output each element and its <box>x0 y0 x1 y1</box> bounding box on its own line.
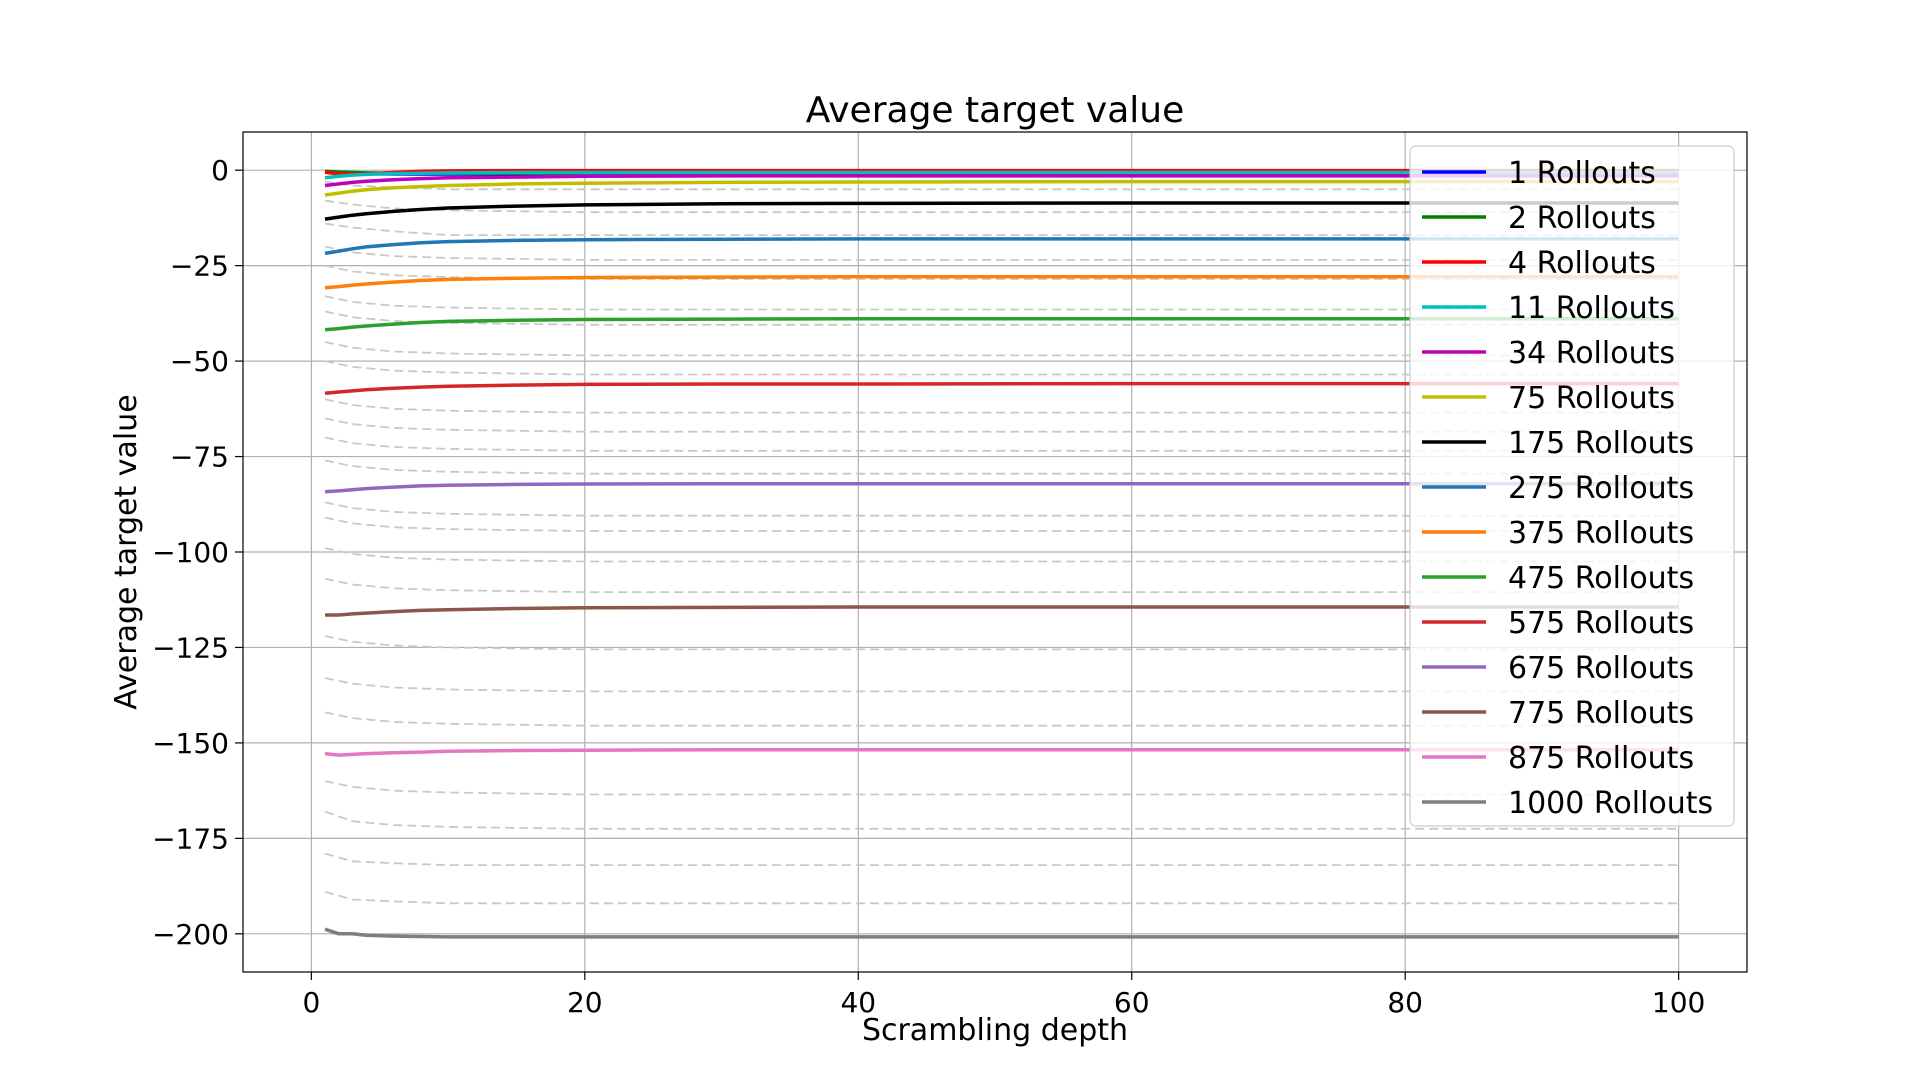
legend-label: 675 Rollouts <box>1508 651 1694 686</box>
series-line <box>324 174 1679 188</box>
background-dashed-line <box>324 264 1679 280</box>
series-lines <box>324 168 1679 939</box>
background-dashed-line <box>324 341 1679 357</box>
y-tick-label: −100 <box>152 536 229 569</box>
background-dashed-line <box>324 295 1679 311</box>
legend-label: 475 Rollouts <box>1508 561 1694 596</box>
x-axis-ticks: 0 20 40 60 80 100 <box>302 972 1705 1019</box>
y-tick-label: −125 <box>152 631 229 664</box>
legend-label: 1000 Rollouts <box>1508 786 1713 821</box>
y-tick-label: −175 <box>152 822 229 855</box>
series-line <box>325 605 1679 617</box>
chart-title: Average target value <box>806 90 1185 131</box>
legend-label: 2 Rollouts <box>1508 201 1656 236</box>
legend-label: 11 Rollouts <box>1508 291 1675 326</box>
y-axis-label: Average target value <box>109 394 144 709</box>
x-tick-label: 80 <box>1387 986 1423 1019</box>
background-dashed-line <box>324 310 1679 326</box>
y-tick-label: −75 <box>170 441 229 474</box>
legend-label: 575 Rollouts <box>1508 606 1694 641</box>
series-line <box>324 274 1679 290</box>
series-line <box>324 748 1679 757</box>
background-dashed-line <box>324 417 1679 433</box>
series-line <box>324 927 1679 939</box>
y-tick-label: 0 <box>211 154 229 187</box>
y-tick-label: −200 <box>152 918 229 951</box>
series-line <box>324 381 1679 395</box>
background-dashed-line <box>324 516 1679 532</box>
legend-label: 1 Rollouts <box>1508 156 1656 191</box>
series-line <box>324 481 1679 494</box>
series-line <box>324 179 1679 197</box>
x-tick-label: 0 <box>302 986 320 1019</box>
legend-label: 75 Rollouts <box>1508 381 1675 416</box>
background-dashed-line <box>324 459 1679 475</box>
legend-label: 175 Rollouts <box>1508 426 1694 461</box>
y-tick-label: −25 <box>170 250 229 283</box>
legend-label: 375 Rollouts <box>1508 516 1694 551</box>
background-dashed-line <box>324 199 1679 214</box>
x-tick-label: 20 <box>567 986 603 1019</box>
y-tick-label: −50 <box>170 345 229 378</box>
background-dashed-line <box>324 711 1679 727</box>
series-line <box>324 201 1679 221</box>
legend-box <box>1409 145 1735 827</box>
y-tick-label: −150 <box>152 727 229 760</box>
background-dashed-lines <box>324 180 1679 905</box>
series-line <box>324 170 1679 180</box>
y-axis-ticks: 0 −25 −50 −75 −100 −125 −150 −175 −200 <box>152 154 243 951</box>
legend-label: 34 Rollouts <box>1508 336 1675 371</box>
background-dashed-line <box>324 398 1679 414</box>
legend-label: 4 Rollouts <box>1508 246 1656 281</box>
background-dashed-line <box>324 436 1679 452</box>
background-dashed-line <box>324 222 1679 237</box>
background-dashed-line <box>324 635 1679 651</box>
legend-label: 875 Rollouts <box>1508 741 1694 776</box>
background-dashed-line <box>324 780 1679 796</box>
x-tick-label: 60 <box>1114 986 1150 1019</box>
background-dashed-line <box>324 677 1679 693</box>
x-tick-label: 40 <box>840 986 876 1019</box>
background-dashed-line <box>324 890 1679 905</box>
x-tick-label: 100 <box>1652 986 1705 1019</box>
series-line <box>324 237 1679 256</box>
background-dashed-line <box>324 577 1679 593</box>
background-dashed-line <box>324 501 1679 517</box>
legend: 1 Rollouts 2 Rollouts 4 Rollouts 11 Rollout… <box>1409 145 1735 827</box>
background-dashed-line <box>324 245 1679 261</box>
background-dashed-line <box>324 547 1679 563</box>
legend-label: 775 Rollouts <box>1508 696 1694 731</box>
background-dashed-line <box>324 360 1679 376</box>
background-dashed-line <box>324 180 1679 191</box>
series-line <box>324 316 1679 332</box>
background-dashed-line <box>324 852 1679 866</box>
legend-label: 275 Rollouts <box>1508 471 1694 506</box>
x-axis-label: Scrambling depth <box>862 1013 1128 1048</box>
